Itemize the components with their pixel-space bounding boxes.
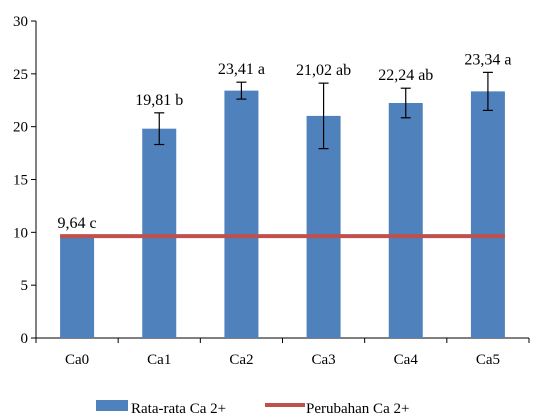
- bar: [470, 91, 505, 339]
- data-label: 23,41 a: [218, 61, 265, 78]
- y-tick-label: 0: [21, 331, 29, 347]
- y-tick-label: 15: [13, 173, 28, 189]
- data-label: 19,81 b: [135, 92, 183, 109]
- y-tick-label: 20: [13, 120, 28, 136]
- bar: [142, 128, 177, 338]
- x-tick-label: Ca0: [65, 352, 89, 368]
- legend-label-bar: Rata-rata Ca 2+: [131, 401, 226, 417]
- data-label: 9,64 c: [58, 215, 97, 232]
- data-label: 23,34 a: [464, 51, 511, 68]
- x-tick-label: Ca4: [394, 352, 419, 368]
- data-label: 22,24 ab: [378, 67, 433, 84]
- bar: [306, 115, 341, 338]
- x-tick-label: Ca2: [229, 352, 253, 368]
- y-tick-label: 30: [13, 14, 28, 30]
- bar-series: [60, 90, 505, 339]
- x-tick-label: Ca5: [476, 352, 500, 368]
- y-axis: 0 5 10 15 20 25 30: [13, 14, 37, 347]
- x-tick-label: Ca3: [311, 352, 335, 368]
- error-bars: [154, 71, 493, 150]
- bar: [224, 90, 259, 338]
- bar: [60, 236, 95, 338]
- legend-label-line: Perubahan Ca 2+: [306, 401, 409, 417]
- y-tick-label: 5: [21, 278, 29, 294]
- data-label: 21,02 ab: [296, 62, 351, 79]
- x-tick-label: Ca1: [147, 352, 171, 368]
- x-axis: Ca0 Ca1 Ca2 Ca3 Ca4 Ca5: [35, 337, 530, 368]
- legend-swatch-bar: [96, 400, 128, 411]
- bar: [388, 102, 423, 338]
- legend: Rata-rata Ca 2+ Perubahan Ca 2+: [96, 400, 409, 417]
- y-tick-label: 25: [13, 67, 28, 83]
- y-tick-label: 10: [13, 225, 28, 241]
- data-labels: 9,64 c 19,81 b 23,41 a 21,02 ab 22,24 ab 23,3…: [58, 51, 512, 232]
